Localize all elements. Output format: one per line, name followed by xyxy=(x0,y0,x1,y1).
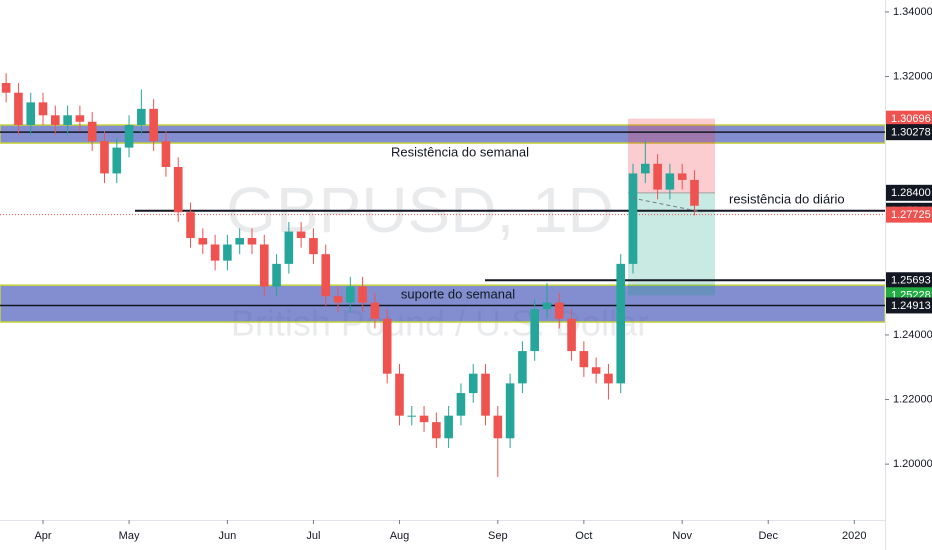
price-label: 1.27725 xyxy=(891,209,931,221)
price-label: 1.24913 xyxy=(891,300,931,312)
candle-body xyxy=(112,147,122,174)
candle-body xyxy=(567,318,576,352)
candle-body xyxy=(137,108,146,125)
candle-body xyxy=(579,351,589,368)
candle-body xyxy=(186,212,195,239)
x-tick-label: 2020 xyxy=(842,530,866,542)
candle-body xyxy=(653,163,662,190)
price-label-bg xyxy=(886,297,932,314)
candle-body xyxy=(542,302,552,310)
candle-body xyxy=(530,309,539,352)
candle-body xyxy=(124,124,134,148)
candle-body xyxy=(235,238,244,245)
candle-body xyxy=(309,238,318,255)
price-label: 1.28400 xyxy=(891,187,931,199)
candle-body xyxy=(432,422,441,439)
candle-body xyxy=(493,415,503,439)
candle-body xyxy=(284,231,294,264)
price-label-bg xyxy=(886,184,932,201)
candle-body xyxy=(616,263,626,384)
y-tick-label: 1.24000 xyxy=(893,329,932,341)
x-tick-label: May xyxy=(119,530,140,542)
zone-label: suporte do semanal xyxy=(401,286,515,301)
candle-body xyxy=(87,121,97,142)
candle-body xyxy=(382,318,392,374)
candle-body xyxy=(690,179,699,206)
candle-body xyxy=(296,231,306,239)
candle-body xyxy=(333,296,343,303)
candle-body xyxy=(75,115,85,122)
candle-body xyxy=(161,141,171,167)
candle-body xyxy=(468,373,478,394)
x-tick-label: Aug xyxy=(390,530,410,542)
x-tick-label: Dec xyxy=(758,530,778,542)
y-tick-label: 1.20000 xyxy=(893,458,932,470)
candle-body xyxy=(444,415,453,439)
candle-body xyxy=(419,415,429,423)
candle-body xyxy=(14,92,23,125)
x-tick-label: Sep xyxy=(488,530,508,542)
candle-body xyxy=(591,367,601,374)
candle-body xyxy=(456,393,466,416)
candle-body xyxy=(321,254,331,297)
candle-body xyxy=(505,383,515,439)
time-axis-bg xyxy=(0,520,885,550)
candle-body xyxy=(358,286,367,303)
candle-body xyxy=(38,102,48,116)
candle-body xyxy=(51,115,60,125)
price-label: 1.30278 xyxy=(891,127,931,139)
candle-body xyxy=(407,415,417,417)
candle-body xyxy=(370,302,380,319)
y-tick-label: 1.22000 xyxy=(893,393,932,405)
x-tick-label: Oct xyxy=(575,530,592,542)
candle-body xyxy=(259,244,269,287)
y-tick-label: 1.34000 xyxy=(893,6,932,18)
price-label: 1.25693 xyxy=(891,275,931,287)
candle-body xyxy=(1,83,11,93)
candle-body xyxy=(395,373,404,416)
zone-label: Resistência do semanal xyxy=(391,144,529,159)
candle-body xyxy=(198,238,208,245)
x-tick-label: Jun xyxy=(219,530,237,542)
price-label-bg xyxy=(886,206,932,223)
price-label-bg xyxy=(886,124,932,141)
candle-body xyxy=(210,244,220,261)
level-label: resistência do diário xyxy=(729,191,845,206)
candle-body xyxy=(677,173,687,180)
candle-body xyxy=(149,108,158,142)
candle-body xyxy=(247,238,257,245)
x-tick-label: Nov xyxy=(672,530,692,542)
candle-body xyxy=(554,302,564,319)
candle-body xyxy=(346,286,355,303)
candle-body xyxy=(665,173,675,190)
candle-body xyxy=(223,244,232,261)
x-tick-label: Jul xyxy=(306,530,320,542)
candle-body xyxy=(63,115,72,125)
price-label-bg xyxy=(886,272,932,289)
price-label-bg xyxy=(886,110,932,127)
trade-arrow xyxy=(631,197,703,213)
candle-body xyxy=(518,351,527,384)
candle-body xyxy=(26,102,36,125)
price-label: 1.30696 xyxy=(891,113,931,125)
x-tick-label: Apr xyxy=(34,530,51,542)
y-tick-label: 1.32000 xyxy=(893,70,932,82)
candle-body xyxy=(272,263,281,287)
candle-body xyxy=(173,166,183,213)
candle-body xyxy=(604,373,613,384)
candle-body xyxy=(100,141,109,174)
candle-body xyxy=(641,163,650,174)
candle-body xyxy=(628,173,638,264)
candle-body xyxy=(481,373,490,416)
zone xyxy=(0,284,886,323)
